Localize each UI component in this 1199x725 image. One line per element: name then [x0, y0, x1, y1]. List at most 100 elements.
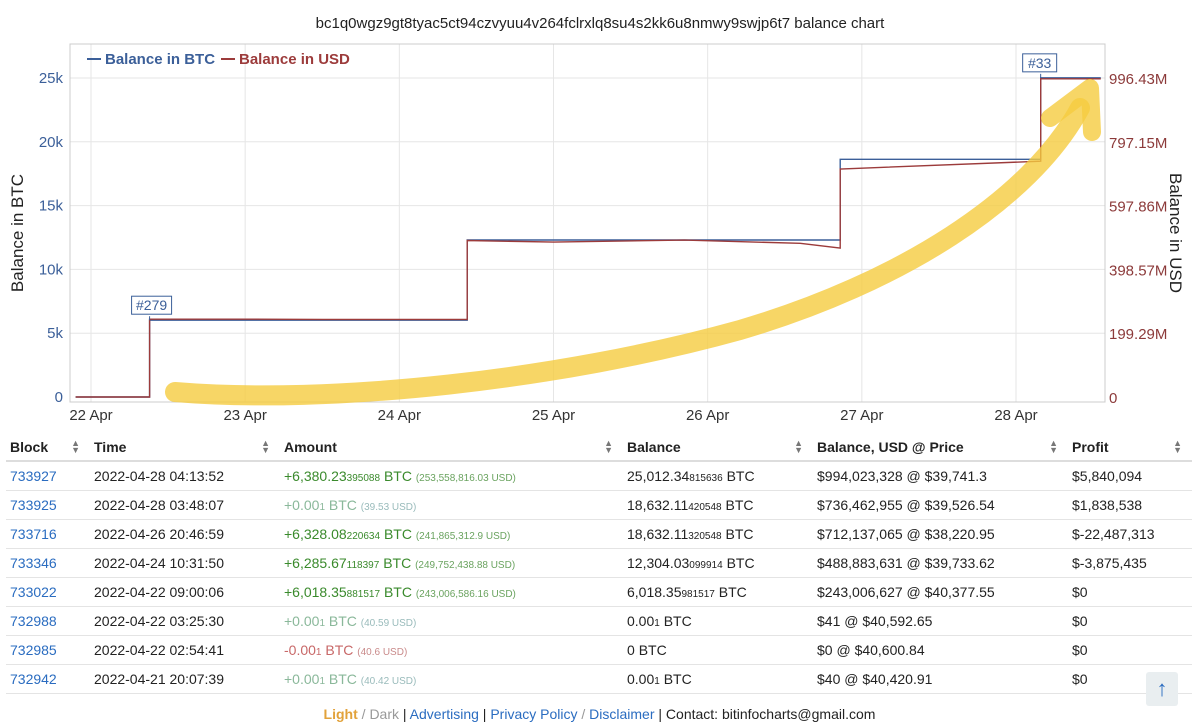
theme-dark-link[interactable]: Dark — [369, 706, 399, 722]
advertising-link[interactable]: Advertising — [409, 706, 479, 722]
theme-light-link[interactable]: Light — [323, 706, 358, 722]
right-axis-ticks: 0 199.29M 398.57M 597.86M 797.15M 996.43M — [1109, 71, 1167, 407]
amount-cell: +6,380.23395088 BTC (253,558,816.03 USD) — [280, 461, 623, 491]
profit-cell: $0 — [1068, 606, 1192, 636]
sort-arrows-icon[interactable]: ▲ ▼ — [794, 438, 803, 455]
balance-cell: 18,632.11420548 BTC — [623, 490, 813, 520]
amount-main: +6,018.35 — [284, 584, 347, 600]
highlight-curve-arrow — [165, 98, 1090, 406]
amount-main: +0.00 — [284, 497, 320, 513]
profit-cell: $-22,487,313 — [1068, 519, 1192, 549]
amount-unit: BTC — [328, 671, 357, 687]
sort-arrows-icon[interactable]: ▲ ▼ — [261, 438, 270, 455]
scroll-to-top-button[interactable]: ↑ — [1146, 672, 1178, 706]
privacy-policy-link[interactable]: Privacy Policy — [490, 706, 578, 722]
block-link[interactable]: 732942 — [6, 664, 90, 694]
right-axis-title: Balance in USD — [1166, 173, 1185, 293]
block-link[interactable]: 733927 — [6, 461, 90, 491]
y-tick-label: 25k — [39, 70, 64, 87]
balance-cell: 12,304.03099914 BTC — [623, 548, 813, 578]
column-header-balance-usd[interactable]: Balance, USD @ Price ▲ ▼ — [813, 434, 1068, 462]
amount-usd: (40.42 USD) — [360, 676, 417, 687]
block-link[interactable]: 733716 — [6, 519, 90, 549]
block-link[interactable]: 732985 — [6, 635, 90, 665]
block-link[interactable]: 732988 — [6, 606, 90, 636]
balance-sub: 815636 — [689, 473, 723, 484]
column-header-amount[interactable]: Amount ▲ ▼ — [280, 434, 623, 462]
table-row: 733022 2022-04-22 09:00:06 +6,018.35881517… — [6, 577, 1192, 607]
amount-main: +6,328.08 — [284, 526, 347, 542]
series-line-usd — [75, 78, 1101, 398]
balance-unit: BTC — [725, 497, 754, 513]
amount-main: +6,285.67 — [284, 555, 347, 571]
sort-arrows-icon[interactable]: ▲ ▼ — [1049, 438, 1058, 455]
table-row: 732985 2022-04-22 02:54:41 -0.001 BTC (40.… — [6, 635, 1192, 665]
amount-sub: 881517 — [346, 589, 381, 600]
chart-legend[interactable]: Balance in BTC Balance in USD — [87, 51, 350, 68]
column-header-time[interactable]: Time ▲ ▼ — [90, 434, 280, 462]
amount-main: +6,380.23 — [284, 468, 347, 484]
column-header-balance[interactable]: Balance ▲ ▼ — [623, 434, 813, 462]
block-link[interactable]: 733022 — [6, 577, 90, 607]
amount-sub: 1 — [315, 647, 322, 658]
column-header-block[interactable]: Block ▲ ▼ — [6, 434, 90, 462]
y-tick-label: 5k — [47, 325, 63, 342]
balance-unit: BTC — [663, 613, 692, 629]
x-axis-ticks: 22 Apr 23 Apr 24 Apr 25 Apr 26 Apr 27 Apr 28 A… — [69, 407, 1037, 424]
table-row: 733925 2022-04-28 03:48:07 +0.001 BTC (39.… — [6, 490, 1192, 520]
balance-unit: BTC — [718, 584, 747, 600]
balance-usd-cell: $488,883,631 @ $39,733.62 — [813, 548, 1068, 578]
balance-unit: BTC — [638, 642, 667, 658]
x-tick-label: 24 Apr — [378, 407, 421, 424]
flag-marker[interactable]: #279 — [131, 295, 173, 321]
amount-cell: -0.001 BTC (40.6 USD) — [280, 635, 623, 665]
amount-cell: +6,018.35881517 BTC (243,006,586.16 USD) — [280, 577, 623, 607]
profit-cell: $5,840,094 — [1068, 461, 1192, 491]
x-tick-label: 23 Apr — [223, 407, 266, 424]
balance-unit: BTC — [725, 526, 754, 542]
balance-sub: 981517 — [681, 589, 715, 600]
balance-usd-cell: $712,137,065 @ $38,220.95 — [813, 519, 1068, 549]
sort-arrows-icon[interactable]: ▲ ▼ — [71, 438, 80, 455]
table-header-row: Block ▲ ▼ Time ▲ ▼ Amount ▲ ▼ Balance ▲ ▼ Balanc… — [6, 434, 1192, 462]
highlight-curve-arrowhead — [1041, 79, 1101, 141]
time-cell: 2022-04-21 20:07:39 — [90, 664, 280, 694]
column-header-profit[interactable]: Profit ▲ ▼ — [1068, 434, 1192, 462]
y-tick-label: 10k — [39, 261, 64, 278]
time-cell: 2022-04-26 20:46:59 — [90, 519, 280, 549]
legend-label-btc[interactable]: Balance in BTC — [105, 51, 215, 68]
amount-cell: +0.001 BTC (40.42 USD) — [280, 664, 623, 694]
flags-layer: #279 #33 — [131, 53, 1058, 321]
table-row: 733927 2022-04-28 04:13:52 +6,380.23395088… — [6, 461, 1192, 491]
block-link[interactable]: 733346 — [6, 548, 90, 578]
amount-usd: (40.59 USD) — [360, 618, 417, 629]
table-row: 733346 2022-04-24 10:31:50 +6,285.67118397… — [6, 548, 1192, 578]
amount-usd: (249,752,438.88 USD) — [415, 560, 516, 571]
flag-marker[interactable]: #33 — [1022, 53, 1058, 78]
balance-usd-cell: $994,023,328 @ $39,741.3 — [813, 461, 1068, 491]
balance-sub: 099914 — [689, 560, 723, 571]
balance-cell: 0.001 BTC — [623, 664, 813, 694]
amount-sub: 395088 — [346, 473, 381, 484]
amount-unit: BTC — [325, 642, 354, 658]
flag-label: #279 — [136, 297, 167, 313]
disclaimer-link[interactable]: Disclaimer — [589, 706, 655, 722]
balance-cell: 18,632.11320548 BTC — [623, 519, 813, 549]
flag-box — [1022, 53, 1058, 73]
amount-sub: 1 — [319, 502, 325, 513]
amount-cell: +0.001 BTC (39.53 USD) — [280, 490, 623, 520]
y-tick-label: 20k — [39, 134, 64, 151]
legend-label-usd[interactable]: Balance in USD — [239, 51, 350, 68]
balance-unit: BTC — [726, 468, 755, 484]
time-cell: 2022-04-22 03:25:30 — [90, 606, 280, 636]
column-header-label: Balance — [627, 439, 681, 455]
block-link[interactable]: 733925 — [6, 490, 90, 520]
balance-main: 0.00 — [627, 613, 655, 629]
sort-arrows-icon[interactable]: ▲ ▼ — [1173, 438, 1182, 455]
amount-usd: (39.53 USD) — [360, 502, 417, 513]
y2-tick-label: 199.29M — [1109, 326, 1167, 343]
sort-arrows-icon[interactable]: ▲ ▼ — [604, 438, 613, 455]
profit-cell: $0 — [1068, 635, 1192, 665]
amount-unit: BTC — [328, 497, 357, 513]
y2-tick-label: 996.43M — [1109, 71, 1167, 88]
